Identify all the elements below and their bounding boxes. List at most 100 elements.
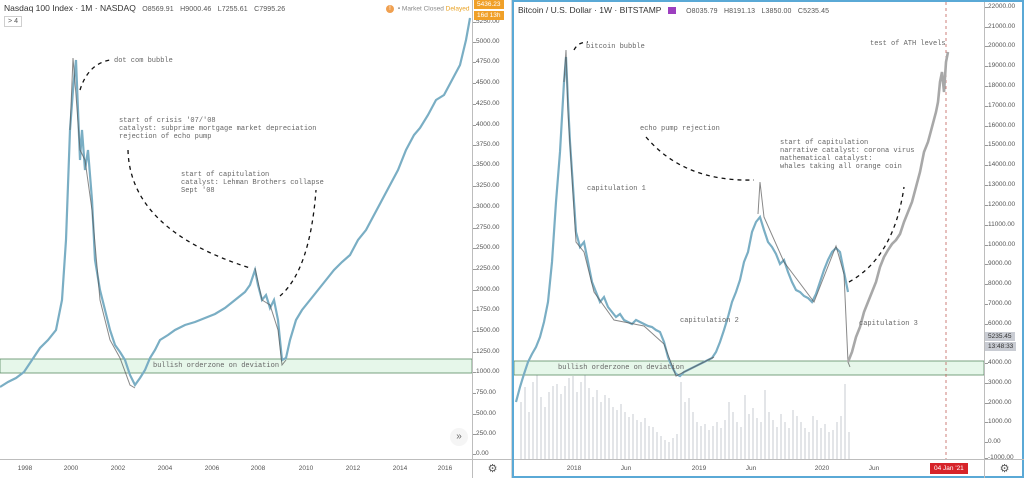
x-tick: 2012 (345, 465, 361, 472)
y-tick: 3250.00 (473, 182, 500, 189)
y-tick: 2250.00 (473, 265, 500, 272)
bitcoin-time-axis[interactable]: 2018 Jun 2019 Jun 2020 Jun (514, 459, 984, 478)
annotation-bitcoin-bubble: bitcoin bubble (586, 43, 645, 51)
x-tick: 2000 (63, 465, 79, 472)
y-tick: 1750.00 (473, 306, 500, 313)
y-tick: 17000.00 (984, 102, 1016, 109)
bitcoin-legend: Bitcoin / U.S. Dollar · 1W · BITSTAMP O8… (518, 5, 830, 15)
y-tick: 14000.00 (984, 161, 1016, 168)
annotation-capitulation-1: capitulation 1 (587, 185, 646, 193)
y-tick: 9000.00 (985, 260, 1012, 267)
y-tick: 4250.00 (473, 100, 500, 107)
ohlc-high: H9000.46 (180, 6, 212, 13)
x-tick: 2018 (566, 465, 582, 472)
market-status-text: • (397, 5, 402, 13)
x-tick: 1998 (17, 465, 33, 472)
market-status-label: Market Closed (401, 5, 444, 13)
settings-gear-icon[interactable]: ⚙ (472, 459, 512, 478)
symbol-name: Nasdaq 100 Index (4, 3, 73, 13)
bitcoin-price-plot[interactable] (514, 2, 984, 459)
y-tick: 750.00 (473, 389, 496, 396)
y-tick: 1500.00 (473, 327, 500, 334)
annotation-corona: start of capitulation narrative catalyst… (780, 139, 915, 171)
x-tick: 2019 (691, 465, 707, 472)
y-tick: 1000.00 (985, 418, 1012, 425)
annotation-echo-pump: echo pump rejection (640, 125, 720, 133)
ohlc-close: C5235.45 (797, 8, 830, 15)
y-tick: 500.00 (473, 410, 496, 417)
y-tick: 3750.00 (473, 141, 500, 148)
x-tick: 2008 (250, 465, 266, 472)
interval: 1W (599, 5, 613, 15)
x-tick: 2014 (392, 465, 408, 472)
y-tick: 2000.00 (473, 286, 500, 293)
last-price-tag: 5235.45 (985, 332, 1015, 341)
annotation-capitulation-2: capitulation 2 (680, 317, 739, 325)
annotation-crisis: start of crisis '07/'08 catalyst: subpri… (119, 117, 317, 141)
y-tick: -1000.00 (985, 454, 1014, 461)
countdown-tag: 13:48:33 (985, 342, 1017, 351)
y-tick: 5250.00 (473, 18, 500, 25)
x-tick: 2002 (110, 465, 126, 472)
y-tick: 0.00 (985, 438, 1001, 445)
bitcoin-price-axis[interactable]: 22000.00 21000.00 20000.00 19000.00 1800… (984, 2, 1024, 461)
last-price-tag: 5436.23 (474, 0, 504, 9)
interval: 1M (80, 3, 93, 13)
x-tick: 2010 (298, 465, 314, 472)
ohlc-close: C7995.26 (254, 6, 286, 13)
date-cursor-tag: 04 Jan '21 (930, 463, 968, 474)
ohlc-low: L3850.00 (761, 8, 792, 15)
y-tick: 3000.00 (985, 379, 1012, 386)
nasdaq-price-plot[interactable] (0, 0, 472, 459)
settings-gear-icon[interactable]: ⚙ (984, 459, 1024, 478)
y-tick: 3500.00 (473, 161, 500, 168)
y-tick: 11000.00 (985, 221, 1015, 228)
market-status[interactable]: ! • Market Closed Delayed (386, 5, 469, 13)
nasdaq-legend: Nasdaq 100 Index · 1M · NASDAQ O8569.91 … (4, 3, 286, 13)
y-tick: 20000.00 (984, 42, 1016, 49)
y-tick: 3000.00 (473, 203, 500, 210)
y-tick: 5000.00 (473, 38, 500, 45)
y-tick: 7000.00 (985, 300, 1012, 307)
x-tick: Jun (868, 465, 880, 472)
ohlc-high: H8191.13 (724, 8, 756, 15)
y-tick: 22000.00 (984, 3, 1016, 10)
y-tick: 1250.00 (473, 348, 500, 355)
ohlc-open: O8569.91 (142, 6, 174, 13)
y-tick: 13000.00 (984, 181, 1016, 188)
legend-expand-button[interactable]: > 4 (4, 16, 22, 27)
flag-icon[interactable] (667, 7, 676, 15)
y-tick: 12000.00 (984, 201, 1016, 208)
countdown-tag: 16d 13h (474, 11, 504, 20)
x-tick: 2020 (814, 465, 830, 472)
annotation-capitulation-3: capitulation 3 (859, 320, 918, 328)
y-tick: 4500.00 (473, 79, 500, 86)
exchange: BITSTAMP (619, 5, 662, 15)
y-tick: 250.00 (473, 430, 496, 437)
y-tick: 16000.00 (984, 122, 1016, 129)
y-tick: 21000.00 (984, 23, 1016, 30)
x-tick: Jun (620, 465, 632, 472)
alert-icon: ! (386, 5, 394, 13)
y-tick: 2500.00 (473, 244, 500, 251)
x-tick: Jun (745, 465, 757, 472)
ohlc-open: O8035.79 (686, 8, 718, 15)
y-tick: 0.00 (473, 450, 489, 457)
annotation-capitulation: start of capitulation catalyst: Lehman B… (181, 171, 324, 195)
scroll-to-realtime-icon[interactable]: » (450, 428, 468, 446)
y-tick: 4000.00 (473, 121, 500, 128)
nasdaq-price-axis[interactable]: 5250.00 5000.00 4750.00 4500.00 4250.00 … (472, 0, 512, 459)
nasdaq-time-axis[interactable]: 1998 2000 2002 2004 2006 2008 2010 2012 … (0, 459, 472, 478)
y-tick: 19000.00 (984, 62, 1016, 69)
x-tick: 2004 (157, 465, 173, 472)
nasdaq-chart-pane[interactable]: Nasdaq 100 Index · 1M · NASDAQ O8569.91 … (0, 0, 512, 478)
zone-label: bullish orderzone on deviation (153, 362, 280, 370)
y-tick: 1000.00 (473, 368, 500, 375)
x-tick: 2016 (437, 465, 453, 472)
delayed-label: Delayed (445, 5, 470, 13)
annotation-dotcom: dot com bubble (114, 57, 173, 65)
bitcoin-chart-pane[interactable]: Bitcoin / U.S. Dollar · 1W · BITSTAMP O8… (512, 0, 1024, 478)
y-tick: 2750.00 (473, 224, 500, 231)
y-tick: 2000.00 (985, 399, 1012, 406)
